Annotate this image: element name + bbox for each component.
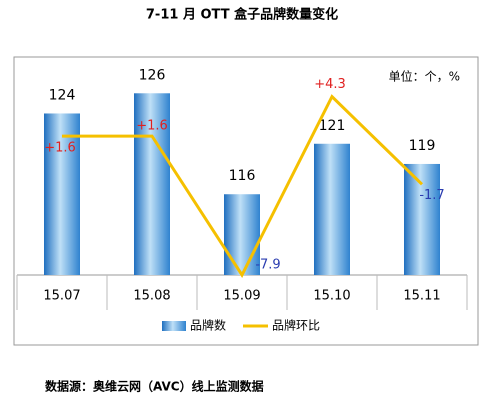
x-tick-label: 15.07 bbox=[43, 289, 80, 304]
x-tick-label: 15.11 bbox=[403, 289, 440, 304]
bar bbox=[224, 194, 260, 275]
bar-value-label: 124 bbox=[49, 87, 76, 103]
x-tick-label: 15.08 bbox=[133, 289, 170, 304]
legend-label: 品牌环比 bbox=[272, 319, 320, 333]
bar bbox=[404, 163, 440, 275]
line-value-label: +1.6 bbox=[44, 141, 76, 156]
chart-title: 7-11 月 OTT 盒子品牌数量变化 bbox=[146, 7, 338, 23]
x-tick-label: 15.09 bbox=[223, 289, 260, 304]
legend-swatch bbox=[162, 321, 186, 331]
bar bbox=[44, 113, 80, 275]
line-value-label: +1.6 bbox=[136, 119, 168, 134]
bar bbox=[134, 93, 170, 276]
line-value-label: -7.9 bbox=[255, 258, 280, 273]
bar-value-label: 126 bbox=[139, 67, 166, 83]
line-value-label: -1.7 bbox=[419, 188, 444, 203]
legend-label: 品牌数 bbox=[190, 318, 226, 333]
x-tick-label: 15.10 bbox=[313, 289, 350, 304]
bar-value-label: 116 bbox=[229, 168, 256, 184]
source: 数据源：奥维云网（AVC）线上监测数据 bbox=[45, 379, 264, 394]
bar-value-label: 121 bbox=[319, 118, 346, 134]
line-value-label: +4.3 bbox=[314, 77, 346, 92]
line bbox=[62, 94, 424, 279]
bar bbox=[314, 143, 350, 275]
unit-label: 单位：个，% bbox=[389, 69, 460, 84]
bar-value-label: 119 bbox=[409, 138, 436, 154]
chart-frame bbox=[13, 56, 479, 346]
